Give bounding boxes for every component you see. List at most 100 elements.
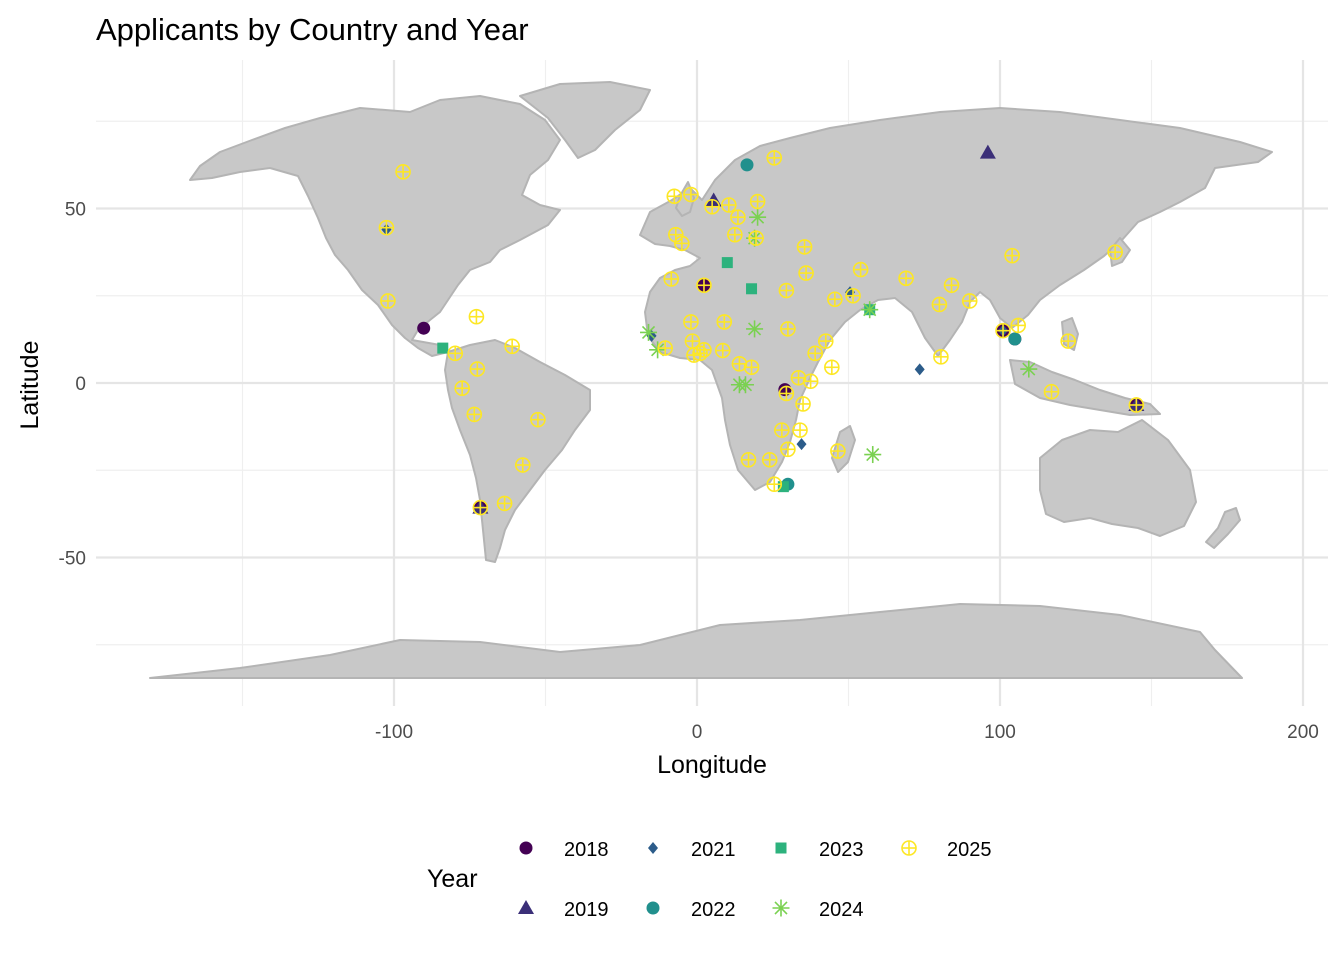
legend-label: 2019 xyxy=(564,899,609,921)
point-2024 xyxy=(640,323,658,341)
x-tick-label: 200 xyxy=(1287,722,1319,743)
point-2018 xyxy=(417,321,431,335)
legend-item-2018: 2018 xyxy=(519,839,609,861)
point-2025 xyxy=(1043,383,1060,400)
point-2025 xyxy=(802,373,819,390)
x-tick-label: 100 xyxy=(984,722,1016,743)
point-2025 xyxy=(683,186,699,203)
point-2025 xyxy=(795,396,811,412)
point-2025 xyxy=(380,293,396,309)
legend-item-2025: 2025 xyxy=(901,839,992,861)
point-2025 xyxy=(749,193,766,210)
point-2025 xyxy=(666,188,683,205)
point-2025 xyxy=(743,359,760,376)
legend-item-2022: 2022 xyxy=(646,899,736,921)
legend-key-2025 xyxy=(901,840,917,856)
point-2025 xyxy=(468,308,485,325)
point-2025 xyxy=(514,457,531,473)
legend: Year 2018 2019 2021 2022 2023 2024 2025 xyxy=(427,839,992,921)
point-2022 xyxy=(740,158,754,172)
plot-panel xyxy=(96,60,1328,706)
point-2025 xyxy=(778,385,795,402)
world-basemap xyxy=(149,81,1273,679)
x-axis-title: Longitude xyxy=(657,751,767,779)
point-2021 xyxy=(914,363,925,376)
legend-label: 2018 xyxy=(564,839,609,861)
point-2025 xyxy=(469,361,486,377)
point-2025 xyxy=(721,197,737,213)
point-2025 xyxy=(1004,247,1020,264)
point-2025 xyxy=(704,198,720,215)
point-2022 xyxy=(1008,332,1022,346)
point-2025 xyxy=(692,345,708,362)
point-2025 xyxy=(766,476,783,493)
point-2024 xyxy=(746,320,764,338)
point-2024 xyxy=(861,301,879,319)
legend-key-2021 xyxy=(648,842,658,854)
legend-key-2018 xyxy=(519,841,533,855)
point-2025 xyxy=(933,349,949,365)
antarctica-landmass xyxy=(149,603,1243,679)
point-2025 xyxy=(827,291,843,308)
point-2025 xyxy=(790,369,807,386)
point-2025 xyxy=(780,321,796,337)
point-2025 xyxy=(714,342,731,359)
point-2025 xyxy=(395,164,411,180)
point-2025 xyxy=(852,261,869,278)
point-2025 xyxy=(824,359,840,376)
legend-item-2021: 2021 xyxy=(648,839,736,861)
point-2025 xyxy=(1107,244,1123,260)
australia-landmass xyxy=(1039,419,1197,537)
point-2025 xyxy=(898,270,914,287)
point-2025 xyxy=(667,226,684,243)
legend-key-2024 xyxy=(772,899,790,917)
point-2023 xyxy=(746,283,758,295)
point-2024 xyxy=(736,376,754,394)
point-2023 xyxy=(777,481,789,493)
point-2025 xyxy=(504,338,520,355)
series-2025 xyxy=(378,150,1145,516)
y-axis-ticks: -50 0 50 xyxy=(59,200,86,570)
x-axis-ticks: -100 0 100 200 xyxy=(375,722,1319,743)
north-america-landmass xyxy=(189,95,561,357)
point-2024 xyxy=(864,446,882,464)
madagascar-landmass xyxy=(831,425,856,473)
point-2025 xyxy=(830,443,846,459)
point-2025 xyxy=(1060,333,1076,349)
point-2025 xyxy=(472,499,489,516)
legend-key-2022 xyxy=(646,901,660,915)
point-2025 xyxy=(454,380,470,397)
point-2023 xyxy=(437,342,449,354)
point-2025 xyxy=(774,422,790,438)
x-tick-label: -100 xyxy=(375,722,413,743)
legend-item-2024: 2024 xyxy=(772,899,864,921)
point-2025 xyxy=(727,226,743,243)
point-2025 xyxy=(683,314,699,330)
applicant-points xyxy=(378,144,1145,516)
point-2025 xyxy=(716,314,733,330)
legend-item-2023: 2023 xyxy=(775,839,864,861)
indonesia-landmass xyxy=(1009,359,1161,416)
point-2021 xyxy=(796,438,807,451)
point-2025 xyxy=(761,451,778,468)
legend-key-2019 xyxy=(518,900,534,914)
legend-label: 2021 xyxy=(691,839,736,861)
series-2022 xyxy=(740,158,1022,491)
legend-label: 2023 xyxy=(819,839,864,861)
point-2025 xyxy=(731,356,748,372)
eurasia-africa-landmass xyxy=(639,107,1273,491)
point-2025 xyxy=(378,219,395,236)
point-2025 xyxy=(807,345,823,362)
point-2025 xyxy=(530,411,546,428)
point-2025 xyxy=(796,239,813,255)
point-2025 xyxy=(496,495,513,512)
point-2025 xyxy=(663,271,680,287)
point-2025 xyxy=(798,265,814,281)
point-2025 xyxy=(817,333,834,349)
point-2025 xyxy=(657,340,673,356)
point-2025 xyxy=(1010,317,1026,334)
legend-label: 2024 xyxy=(819,899,864,921)
point-2025 xyxy=(995,322,1011,339)
y-axis-title: Latitude xyxy=(16,341,44,430)
y-tick-label: 50 xyxy=(65,200,86,221)
